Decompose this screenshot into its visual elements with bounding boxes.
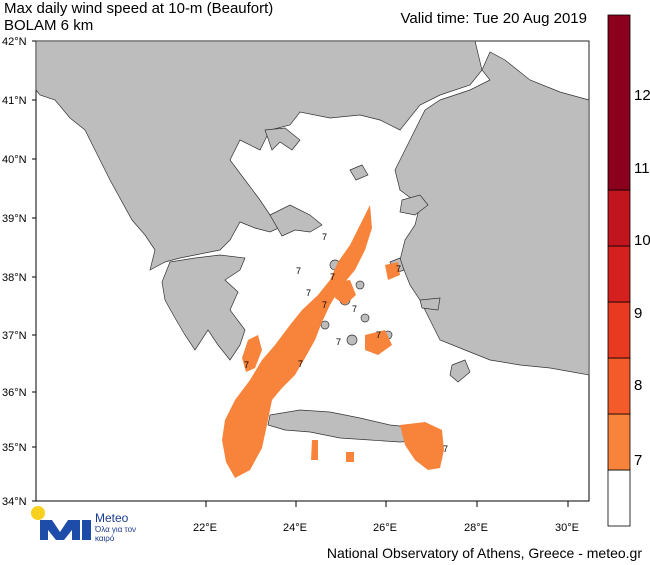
logo-tagline: Όλα για τον καιρό xyxy=(95,525,137,543)
lat-label: 39°N xyxy=(2,213,27,225)
colorbar-cell-10 xyxy=(607,245,631,303)
colorbar-label: 11 xyxy=(634,160,650,177)
colorbar-cell-below7 xyxy=(607,469,631,527)
meteo-logo-icon xyxy=(31,506,91,540)
lat-label: 35°N xyxy=(2,442,27,454)
wind-value-mark: 7 xyxy=(330,272,335,282)
lon-label: 30°E xyxy=(555,522,579,534)
wind-value-mark: 7 xyxy=(322,300,327,310)
colorbar-label: 7 xyxy=(634,452,642,469)
wind-value-mark: 7 xyxy=(298,359,303,369)
colorbar-cell-9 xyxy=(607,301,631,359)
logo-name: Meteo xyxy=(95,511,129,525)
lon-label: 26°E xyxy=(373,522,397,534)
wind-areas-7bf xyxy=(222,205,444,478)
latitude-axis: 42°N 41°N 40°N 39°N 38°N 37°N 36°N 35°N … xyxy=(2,36,36,508)
wind-value-mark: 7 xyxy=(322,232,327,242)
lat-label: 34°N xyxy=(2,496,27,508)
colorbar-label: 10 xyxy=(634,232,650,249)
lon-label: 28°E xyxy=(464,522,488,534)
colorbar-cell-12 xyxy=(607,14,631,191)
lat-label: 42°N xyxy=(2,36,27,48)
wind-value-mark: 7 xyxy=(352,304,357,314)
wind-value-mark: 7 xyxy=(396,264,401,274)
wind-value-mark: 7 xyxy=(443,444,448,454)
colorbar-cell-7 xyxy=(607,413,631,471)
wind-value-mark: 7 xyxy=(376,330,381,340)
wind-value-mark: 7 xyxy=(336,337,341,347)
colorbar-label: 8 xyxy=(634,377,642,394)
footer-credit: National Observatory of Athens, Greece -… xyxy=(326,545,642,561)
longitude-axis: 22°E 24°E 26°E 28°E 30°E xyxy=(193,501,579,534)
lon-label: 24°E xyxy=(283,522,307,534)
colorbar-cell-11 xyxy=(607,189,631,247)
colorbar: 7 8 9 10 11 12 xyxy=(607,14,650,527)
map-title: Max daily wind speed at 10-m (Beaufort) xyxy=(4,0,274,17)
colorbar-label: 12 xyxy=(634,87,650,104)
wind-value-marks: 7 7 7 7 7 7 7 7 7 7 7 7 xyxy=(244,232,448,454)
wind-value-mark: 7 xyxy=(306,288,311,298)
wind-value-mark: 7 xyxy=(296,266,301,276)
wind-value-mark: 7 xyxy=(244,360,249,370)
colorbar-cell-8 xyxy=(607,357,631,415)
lat-label: 41°N xyxy=(2,95,27,107)
model-name: BOLAM 6 km xyxy=(4,17,94,34)
lat-label: 37°N xyxy=(2,330,27,342)
valid-time: Valid time: Tue 20 Aug 2019 xyxy=(400,10,587,27)
lon-label: 22°E xyxy=(193,522,217,534)
lat-label: 36°N xyxy=(2,387,27,399)
lat-label: 40°N xyxy=(2,154,27,166)
colorbar-label: 9 xyxy=(634,305,642,322)
lat-label: 38°N xyxy=(2,272,27,284)
